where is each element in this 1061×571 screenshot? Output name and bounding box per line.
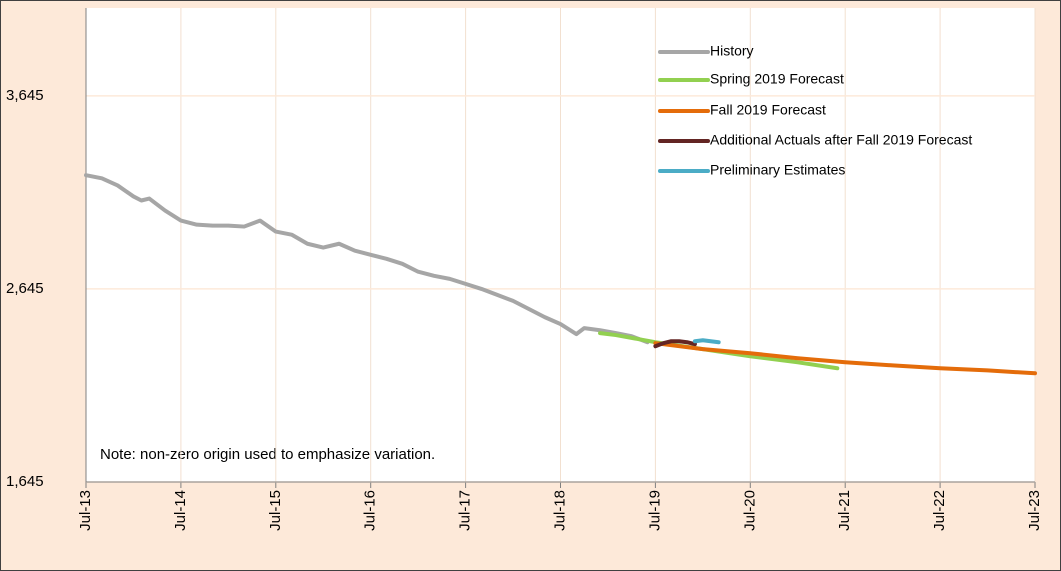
x-tick-label: Jul-13 [77,490,94,531]
legend-label: Preliminary Estimates [710,162,845,178]
legend-label: Additional Actuals after Fall 2019 Forec… [710,132,972,148]
y-tick-label: 3,645 [6,87,44,104]
series-line [692,338,721,345]
legend-label: Fall 2019 Forecast [710,102,826,118]
x-tick-label: Jul-21 [836,490,853,531]
legend-label: History [710,43,754,59]
x-tick-label: Jul-18 [551,490,568,531]
y-tick-label: 2,645 [6,280,44,297]
x-tick-label: Jul-22 [931,490,948,531]
annotation: Note: non-zero origin used to emphasize … [100,446,435,463]
y-tick-label: 1,645 [6,473,44,490]
x-tick-label: Jul-20 [741,490,758,531]
x-tick-label: Jul-23 [1026,490,1043,531]
series-line [653,339,697,349]
x-tick-label: Jul-19 [646,490,663,531]
x-tick-label: Jul-15 [267,490,284,531]
x-tick-label: Jul-16 [362,490,379,531]
x-tick-label: Jul-17 [457,490,474,531]
series-line [84,173,650,345]
x-tick-label: Jul-14 [172,490,189,531]
legend-label: Spring 2019 Forecast [710,71,844,87]
series-line [653,341,1037,376]
